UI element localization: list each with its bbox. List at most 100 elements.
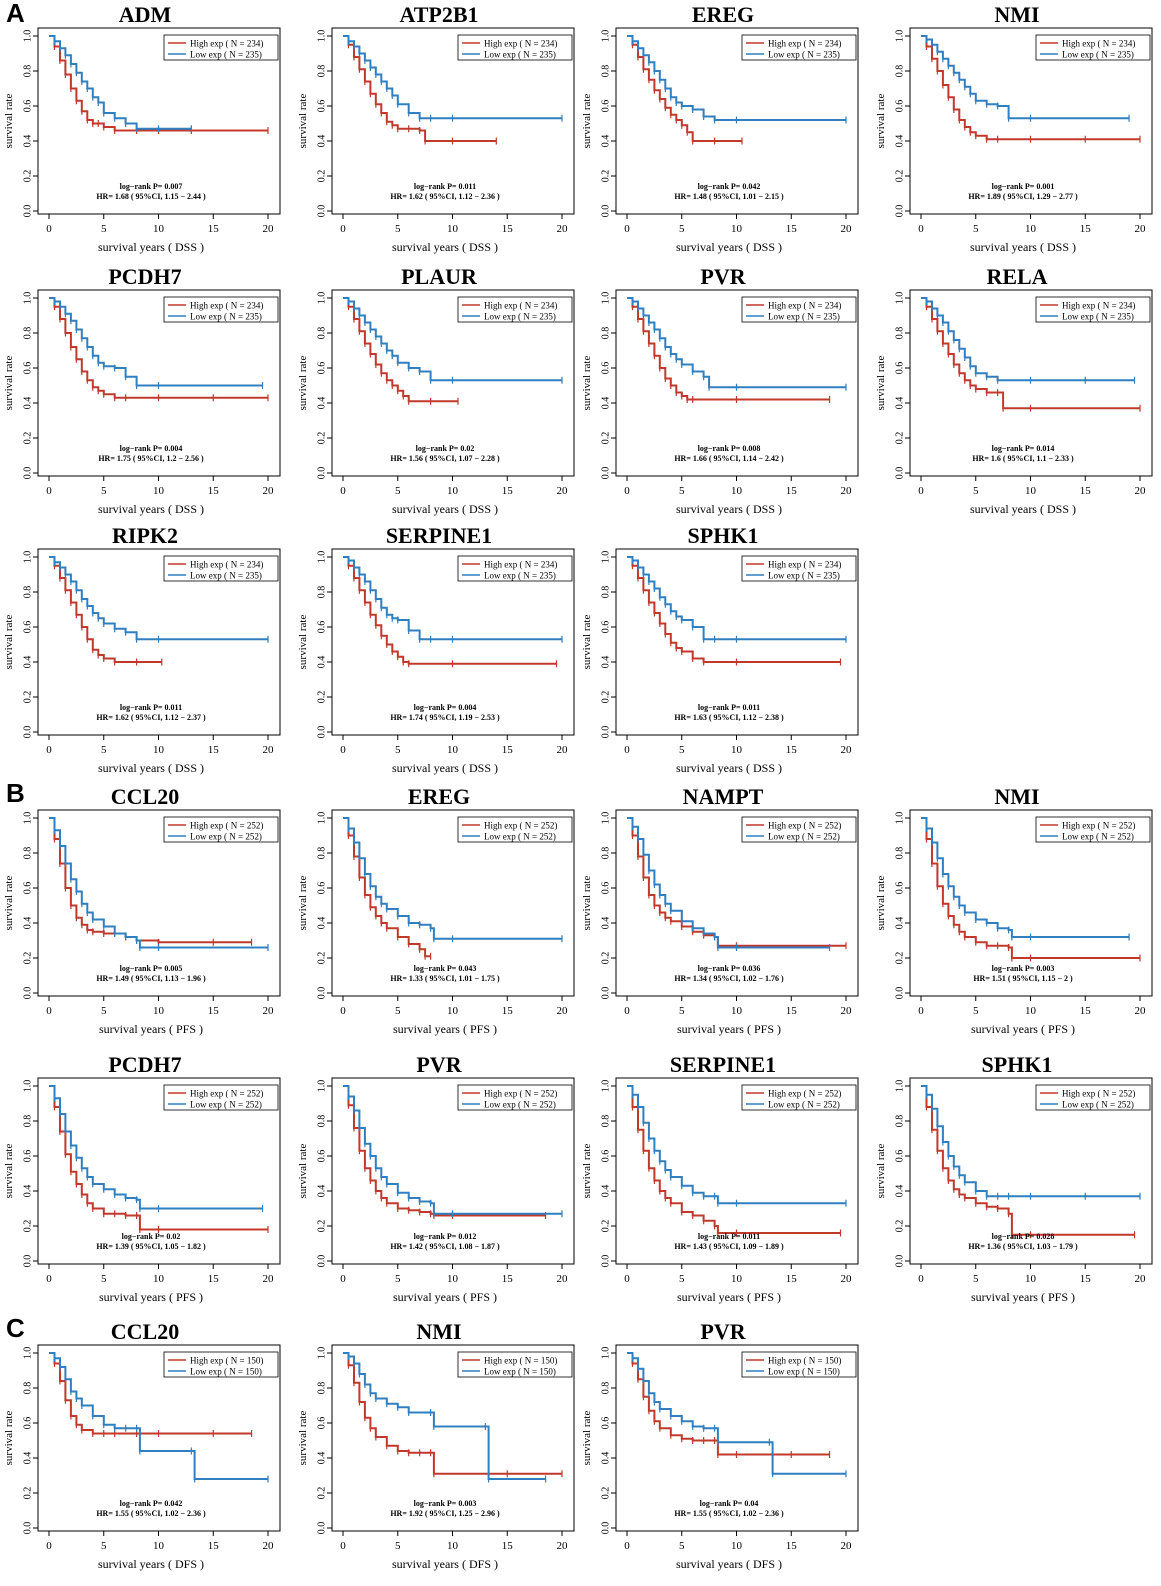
high-exp-curve (627, 297, 830, 401)
y-tick-label: 0.4 (22, 917, 33, 930)
legend-label: High exp ( N = 234) (768, 301, 841, 311)
hazard-ratio: HR= 1.56 ( 95%CI, 1.07 − 2.28 ) (390, 454, 500, 463)
x-axis-label: survival years ( PFS ) (677, 1290, 781, 1304)
y-tick-label: 0.8 (600, 1382, 611, 1395)
legend-label: Low exp ( N = 252) (190, 832, 262, 842)
legend-label: Low exp ( N = 252) (1062, 1100, 1134, 1110)
y-tick-label: 0.6 (894, 362, 905, 375)
y-tick-label: 0.6 (22, 882, 33, 895)
hazard-ratio: HR= 1.55 ( 95%CI, 1.02 − 2.36 ) (674, 1509, 784, 1518)
y-tick-label: 0.6 (316, 621, 327, 634)
x-tick-label: 20 (557, 1273, 569, 1285)
legend-label: High exp ( N = 234) (190, 560, 263, 570)
chart-title: SERPINE1 (670, 1052, 776, 1077)
x-tick-label: 0 (340, 485, 346, 497)
km-chart-b-nampt: NAMPT 0.0 0.2 0.4 0.6 0.8 1.0 0 5 10 15 20 survival … (581, 784, 859, 1036)
x-tick-label: 20 (263, 744, 275, 756)
y-tick-label: 0.6 (600, 100, 611, 113)
x-tick-label: 15 (786, 744, 798, 756)
legend-label: Low exp ( N = 252) (190, 1100, 262, 1110)
x-tick-label: 0 (340, 1540, 346, 1552)
x-tick-label: 20 (841, 1005, 853, 1017)
y-tick-label: 0.0 (22, 1255, 33, 1268)
y-axis-label: survival rate (581, 876, 593, 931)
hazard-ratio: HR= 1.55 ( 95%CI, 1.02 − 2.36 ) (96, 1509, 206, 1518)
chart-title: PCDH7 (108, 1052, 181, 1077)
chart-title: EREG (692, 2, 754, 27)
y-axis-label: survival rate (297, 1411, 309, 1466)
y-tick-label: 0.4 (316, 917, 327, 930)
logrank-p-value: log−rank P= 0.036 (698, 964, 761, 973)
legend-label: Low exp ( N = 252) (768, 1100, 840, 1110)
x-tick-label: 10 (731, 744, 743, 756)
km-chart-c-ccl20: CCL20 0.0 0.2 0.4 0.6 0.8 1.0 0 5 10 15 20 survival … (3, 1319, 281, 1571)
y-tick-label: 0.8 (22, 327, 33, 340)
x-tick-label: 5 (395, 1273, 401, 1285)
x-tick-label: 15 (1080, 1005, 1092, 1017)
legend-label: Low exp ( N = 235) (768, 312, 840, 322)
x-tick-label: 5 (679, 744, 685, 756)
hazard-ratio: HR= 1.66 ( 95%CI, 1.14 − 2.42 ) (674, 454, 784, 463)
x-tick-label: 0 (340, 223, 346, 235)
y-tick-label: 0.0 (600, 987, 611, 1000)
x-tick-label: 20 (1135, 223, 1147, 235)
y-tick-label: 0.2 (600, 691, 611, 704)
x-tick-label: 5 (101, 1540, 107, 1552)
x-axis-label: survival years ( DFS ) (392, 1557, 498, 1571)
km-chart-c-nmi: NMI 0.0 0.2 0.4 0.6 0.8 1.0 0 5 10 15 20 survival ye… (297, 1319, 575, 1571)
y-tick-label: 0.2 (316, 432, 327, 445)
legend-label: High exp ( N = 234) (484, 301, 557, 311)
y-tick-label: 0.2 (316, 691, 327, 704)
logrank-p-value: log−rank P= 0.005 (120, 964, 183, 973)
chart-title: NMI (994, 2, 1039, 27)
legend-label: High exp ( N = 234) (484, 560, 557, 570)
hazard-ratio: HR= 1.39 ( 95%CI, 1.05 − 1.82 ) (96, 1242, 206, 1251)
x-tick-label: 20 (263, 485, 275, 497)
y-tick-label: 0.6 (894, 1150, 905, 1163)
y-tick-label: 0.4 (600, 1452, 611, 1465)
legend-label: High exp ( N = 150) (768, 1356, 841, 1366)
y-axis-label: survival rate (3, 94, 15, 149)
y-tick-label: 0.4 (316, 1452, 327, 1465)
x-axis-label: survival years ( DFS ) (676, 1557, 782, 1571)
x-tick-label: 5 (101, 1273, 107, 1285)
x-axis-label: survival years ( DSS ) (392, 502, 498, 516)
x-tick-label: 5 (679, 223, 685, 235)
x-tick-label: 20 (263, 1005, 275, 1017)
x-tick-label: 10 (731, 485, 743, 497)
chart-title: NMI (416, 1319, 461, 1344)
hazard-ratio: HR= 1.75 ( 95%CI, 1.2 − 2.56 ) (98, 454, 204, 463)
y-tick-label: 0.6 (316, 362, 327, 375)
logrank-p-value: log−rank P= 0.003 (414, 1499, 477, 1508)
km-chart-c-pvr: PVR 0.0 0.2 0.4 0.6 0.8 1.0 0 5 10 15 20 survival ye… (581, 1319, 859, 1571)
y-tick-label: 0.2 (894, 170, 905, 183)
legend-box (457, 1084, 573, 1111)
y-tick-label: 0.8 (894, 1115, 905, 1128)
x-tick-label: 10 (731, 1540, 743, 1552)
x-tick-label: 15 (208, 223, 220, 235)
logrank-p-value: log−rank P= 0.004 (414, 703, 477, 712)
y-tick-label: 0.6 (316, 1150, 327, 1163)
y-tick-label: 0.0 (22, 1522, 33, 1535)
chart-title: SERPINE1 (386, 523, 492, 548)
x-tick-label: 20 (1135, 1005, 1147, 1017)
y-tick-label: 1.0 (894, 30, 905, 43)
x-axis-label: survival years ( PFS ) (971, 1022, 1075, 1036)
y-tick-label: 0.4 (894, 135, 905, 148)
x-tick-label: 10 (153, 1273, 165, 1285)
y-axis-label: survival rate (875, 94, 887, 149)
y-tick-label: 1.0 (894, 812, 905, 825)
y-tick-label: 0.4 (600, 1185, 611, 1198)
y-tick-label: 0.8 (22, 1382, 33, 1395)
y-tick-label: 0.6 (22, 100, 33, 113)
x-tick-label: 10 (1025, 223, 1037, 235)
y-tick-label: 0.0 (894, 205, 905, 218)
y-tick-label: 0.4 (22, 135, 33, 148)
x-tick-label: 20 (841, 223, 853, 235)
y-tick-label: 0.0 (600, 1522, 611, 1535)
legend-box (741, 1351, 857, 1378)
low-exp-curve (921, 297, 1135, 382)
x-tick-label: 15 (786, 1273, 798, 1285)
y-axis-label: survival rate (297, 356, 309, 411)
